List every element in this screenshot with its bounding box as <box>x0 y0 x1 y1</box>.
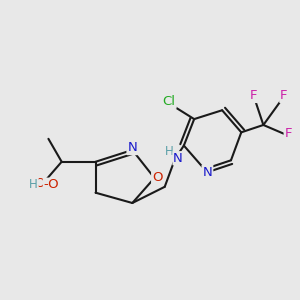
Text: N: N <box>128 141 137 154</box>
Text: O: O <box>34 177 45 190</box>
Text: F: F <box>249 89 257 102</box>
Text: -O: -O <box>44 178 59 191</box>
Text: O: O <box>152 172 163 184</box>
Text: F: F <box>285 127 292 140</box>
Text: H: H <box>165 145 173 158</box>
Text: Cl: Cl <box>163 95 176 108</box>
Text: N: N <box>173 152 183 165</box>
Text: F: F <box>280 89 288 102</box>
Text: N: N <box>202 166 212 178</box>
Text: H: H <box>34 180 42 190</box>
Text: H: H <box>29 178 38 191</box>
